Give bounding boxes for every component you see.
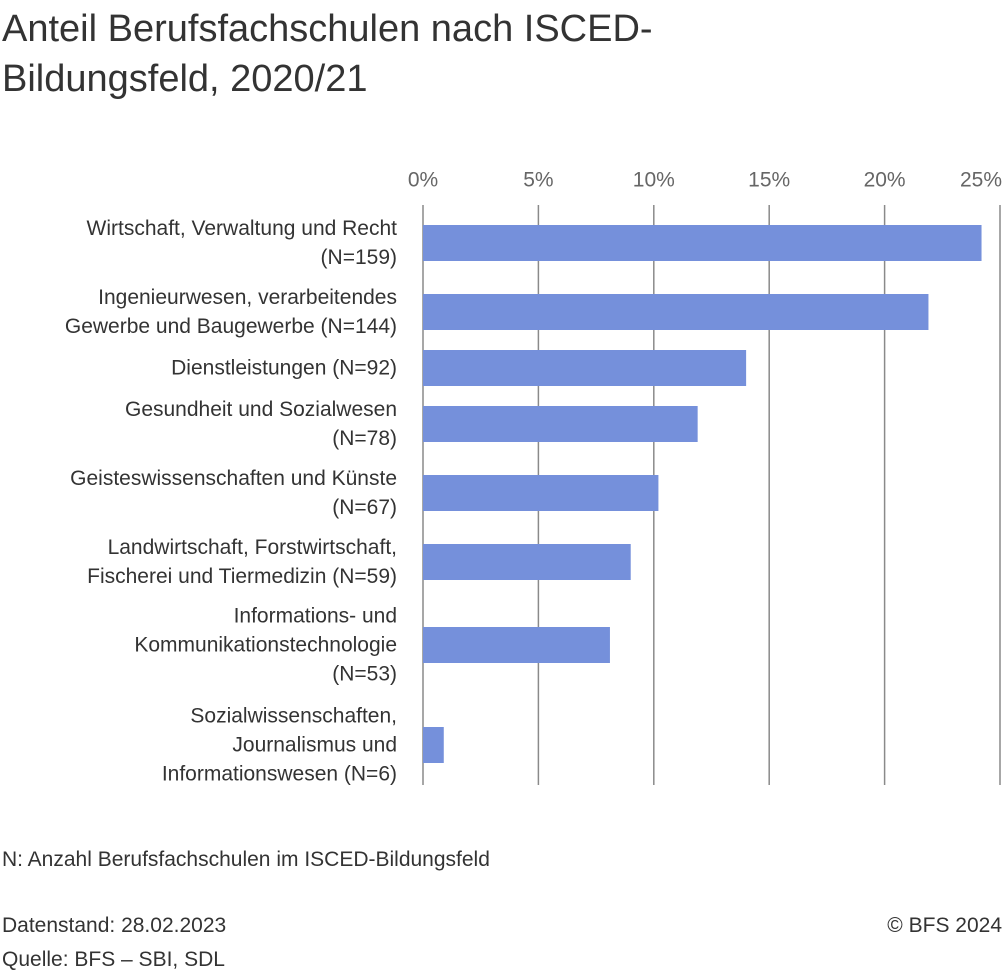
bar [423, 225, 982, 261]
y-tick-label: Gesundheit und Sozialwesen (N=78) [124, 398, 397, 450]
bar [423, 406, 698, 442]
x-tick-label: 10% [633, 169, 675, 192]
y-tick-label: Geisteswissenschaften und Künste (N=67) [70, 467, 397, 519]
date: Datenstand: 28.02.2023 [2, 914, 227, 937]
x-tick-label: 0% [408, 169, 438, 192]
y-tick-label: Ingenieurwesen, verarbeitendes Gewerbe u… [64, 286, 397, 338]
y-tick-label: Landwirtschaft, Forstwirtschaft, Fischer… [87, 536, 397, 588]
bar [423, 544, 631, 580]
y-tick-label: Wirtschaft, Verwaltung und Recht (N=159) [86, 217, 397, 269]
bar [423, 727, 444, 763]
x-tick-label: 25% [960, 169, 1002, 192]
bar [423, 350, 747, 386]
footnote: N: Anzahl Berufsfachschulen im ISCED-Bil… [2, 848, 490, 871]
y-tick-label: Sozialwissenschaften, Journalismus und I… [161, 704, 397, 786]
chart-title: Anteil Berufsfachschulen nach ISCED- Bil… [2, 8, 653, 100]
bar [423, 475, 659, 511]
y-tick-label: Informations- und Kommunikationstechnolo… [134, 604, 397, 686]
source: Quelle: BFS – SBI, SDL [2, 948, 225, 971]
y-tick-label: Dienstleistungen (N=92) [171, 356, 397, 380]
copyright: © BFS 2024 [887, 914, 1002, 937]
x-tick-label: 5% [523, 169, 553, 192]
x-tick-label: 20% [864, 169, 906, 192]
bar [423, 627, 610, 663]
x-tick-label: 15% [748, 169, 790, 192]
bar [423, 294, 929, 330]
